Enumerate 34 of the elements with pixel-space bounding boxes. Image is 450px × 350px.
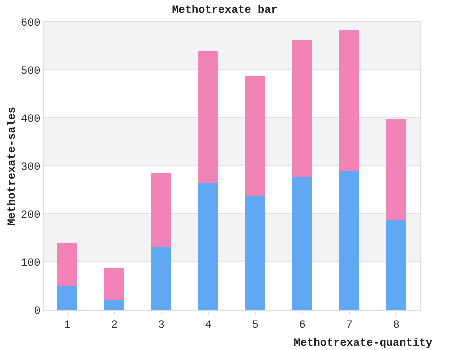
bar — [292, 178, 312, 310]
x-tick-label: 1 — [64, 320, 72, 332]
bar — [386, 220, 406, 310]
x-tick-label: 4 — [205, 320, 212, 332]
bar — [198, 50, 218, 183]
bar — [198, 182, 218, 310]
y-tick-label: 600 — [20, 18, 41, 30]
y-axis-title: Methotrexate-sales — [6, 106, 19, 226]
bar — [246, 196, 266, 310]
x-tick-label: 3 — [158, 320, 165, 332]
x-tick-label: 7 — [346, 320, 353, 332]
y-tick-label: 500 — [20, 66, 41, 78]
y-tick-label: 100 — [20, 258, 41, 270]
x-tick-label: 6 — [299, 320, 306, 332]
bar — [104, 268, 124, 300]
bar — [340, 171, 360, 310]
bar — [340, 30, 360, 172]
bar — [104, 300, 124, 310]
x-tick-label: 8 — [393, 320, 400, 332]
chart-title: Methotrexate bar — [172, 4, 278, 17]
bar — [292, 40, 312, 178]
bar — [152, 248, 172, 310]
bar — [152, 174, 172, 248]
x-axis-title: Methotrexate-quantity — [294, 338, 434, 350]
bar — [246, 76, 266, 197]
y-tick-label: 0 — [34, 306, 41, 318]
y-tick-label: 300 — [20, 162, 41, 174]
bar — [386, 119, 406, 220]
y-tick-label: 400 — [20, 114, 41, 126]
x-tick-label: 2 — [111, 320, 118, 332]
bar — [58, 242, 78, 286]
x-tick-label: 5 — [252, 320, 259, 332]
y-tick-label: 200 — [20, 210, 41, 222]
bar — [58, 286, 78, 310]
